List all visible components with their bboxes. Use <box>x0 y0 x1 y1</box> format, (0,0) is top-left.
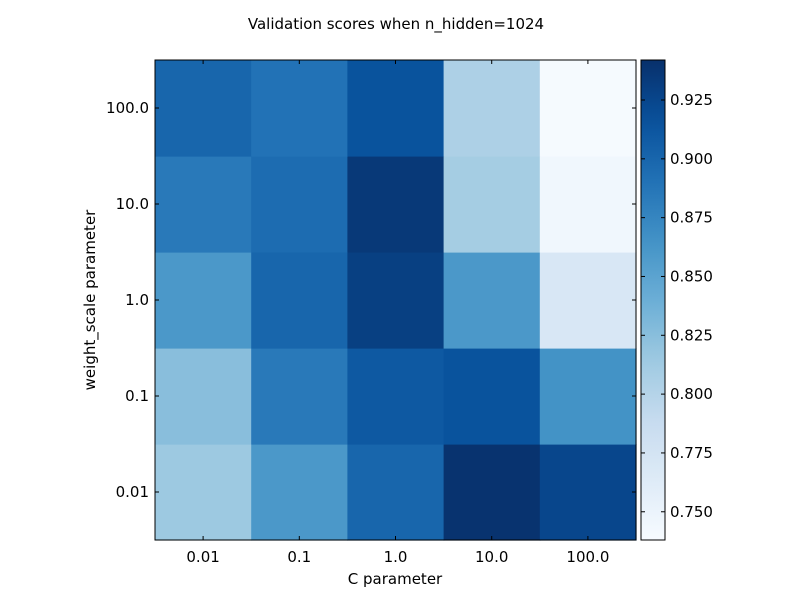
heatmap-cell <box>251 348 348 445</box>
heatmap-cell <box>539 252 637 349</box>
y-tick-label: 0.1 <box>125 387 149 405</box>
heatmap-cell <box>155 252 252 349</box>
colorbar-tick-label: 0.900 <box>670 150 713 168</box>
heatmap-cell <box>539 444 637 541</box>
chart-title: Validation scores when n_hidden=1024 <box>248 15 544 34</box>
y-tick-label: 0.01 <box>116 483 149 501</box>
heatmap-cell <box>347 444 445 541</box>
y-tick-label: 100.0 <box>106 99 149 117</box>
heatmap-cell <box>347 348 445 445</box>
heatmap-cell <box>155 60 252 157</box>
heatmap-cell <box>155 156 252 253</box>
heatmap-cells <box>155 60 637 541</box>
heatmap-cell <box>443 60 541 157</box>
heatmap-cell <box>347 156 445 253</box>
x-tick-label: 0.1 <box>287 548 311 566</box>
colorbar-tick-label: 0.775 <box>670 444 713 462</box>
colorbar-tick-label: 0.800 <box>670 385 713 403</box>
colorbar-tick-label: 0.825 <box>670 326 713 344</box>
x-tick-label: 10.0 <box>475 548 508 566</box>
colorbar-tick-label: 0.750 <box>670 503 713 521</box>
x-tick-label: 1.0 <box>384 548 408 566</box>
heatmap-cell <box>539 156 637 253</box>
heatmap-cell <box>443 348 541 445</box>
heatmap-cell <box>251 156 348 253</box>
x-axis-label: C parameter <box>348 570 443 588</box>
heatmap-cell <box>443 252 541 349</box>
heatmap-cell <box>347 60 445 157</box>
colorbar-tick-label: 0.925 <box>670 91 713 109</box>
colorbar-tick-label: 0.850 <box>670 267 713 285</box>
heatmap-cell <box>443 156 541 253</box>
y-axis-ticks: 0.01 0.1 1.0 10.0 100.0 <box>106 99 636 501</box>
heatmap-cell <box>155 348 252 445</box>
y-tick-label: 1.0 <box>125 291 149 309</box>
heatmap-cell <box>539 60 637 157</box>
heatmap-cell <box>539 348 637 445</box>
colorbar <box>640 59 666 541</box>
x-tick-label: 0.01 <box>186 548 219 566</box>
heatmap-cell <box>347 252 445 349</box>
heatmap-cell <box>251 252 348 349</box>
colorbar-tick-label: 0.875 <box>670 209 713 227</box>
x-axis-ticks: 0.01 0.1 1.0 10.0 100.0 <box>186 60 609 566</box>
heatmap-cell <box>251 60 348 157</box>
heatmap-cell <box>155 444 252 541</box>
heatmap-cell <box>251 444 348 541</box>
colorbar-ticks: 0.750 0.775 0.800 0.825 0.850 0.875 0.900 0.925 <box>641 91 713 521</box>
y-axis-label: weight_scale parameter <box>81 209 100 391</box>
heatmap-cell <box>443 444 541 541</box>
y-tick-label: 10.0 <box>116 195 149 213</box>
x-tick-label: 100.0 <box>566 548 609 566</box>
